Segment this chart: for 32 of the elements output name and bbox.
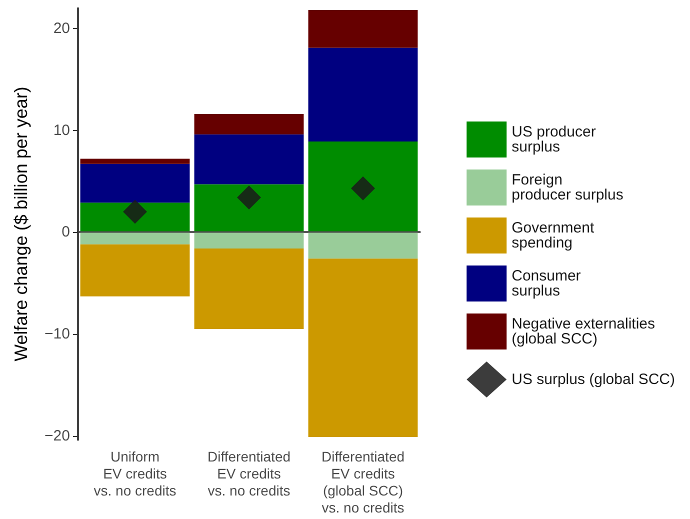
y-axis-title: Welfare change ($ billion per year) <box>11 86 31 362</box>
y-tick-label: −20 <box>44 427 70 444</box>
bar <box>80 164 190 203</box>
y-tick-label: 0 <box>62 224 70 241</box>
bar <box>194 248 304 329</box>
bar <box>194 184 304 232</box>
x-tick-label: Differentiated EV credits (global SCC) vs. no credits <box>321 448 405 516</box>
legend-label: US producer surplus <box>512 124 596 156</box>
bar <box>80 244 190 296</box>
legend-label: US surplus (global SCC) <box>512 371 676 388</box>
y-tick-label: 10 <box>53 122 70 139</box>
bar <box>194 232 304 248</box>
x-tick-label: Differentiated EV credits vs. no credits <box>207 448 291 498</box>
y-tick-label: −10 <box>44 326 70 343</box>
bar <box>308 258 418 437</box>
bar <box>194 114 304 134</box>
legend-label: Consumer surplus <box>512 268 581 300</box>
legend-label: Foreign producer surplus <box>512 172 624 204</box>
bar <box>194 134 304 184</box>
point <box>237 186 261 210</box>
bar <box>80 232 190 244</box>
bar <box>80 158 190 164</box>
point <box>351 176 375 200</box>
bar <box>308 232 418 259</box>
legend-label: Government spending <box>512 220 595 252</box>
y-tick-label: 20 <box>53 20 70 37</box>
bar <box>308 10 418 48</box>
point <box>123 200 147 224</box>
bar <box>308 141 418 232</box>
x-tick-label: Uniform EV credits vs. no credits <box>94 448 176 498</box>
legend-label: Negative externalities (global SCC) <box>512 316 656 348</box>
bar <box>308 48 418 142</box>
